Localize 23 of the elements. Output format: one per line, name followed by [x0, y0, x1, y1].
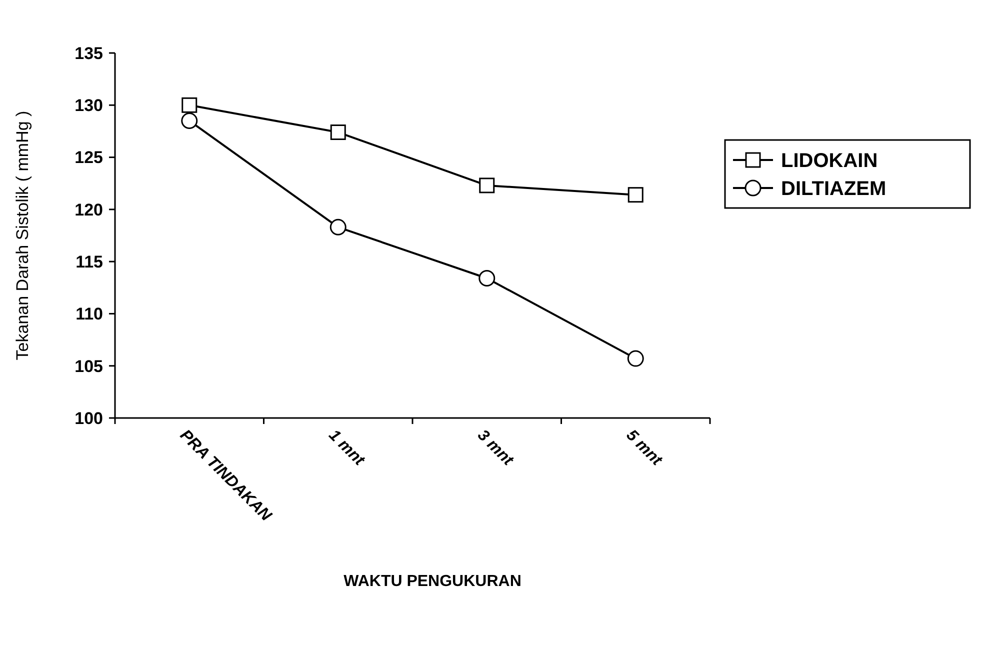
y-tick-label: 135 [74, 44, 103, 63]
x-axis-title: WAKTU PENGUKURAN [344, 573, 522, 590]
legend-label: LIDOKAIN [781, 150, 878, 172]
y-tick-label: 120 [74, 200, 103, 220]
point [627, 350, 644, 367]
y-axis-title: Tekanan Darah Sistolik ( mmHg ) [13, 110, 32, 360]
point [182, 97, 198, 113]
x-tick-label: 3 mnt [474, 426, 517, 470]
y-tick-label: 100 [74, 408, 103, 428]
y-tick-label: 125 [74, 148, 103, 168]
x-tick-label: 1 mnt [325, 426, 368, 470]
y-tick-label: 105 [74, 356, 103, 376]
y-tick-label: 130 [74, 96, 103, 116]
point [330, 218, 346, 236]
legend-label: DILTIAZEM [781, 178, 886, 200]
point [628, 187, 644, 203]
y-tick-label: 115 [76, 252, 103, 272]
point [478, 270, 496, 287]
y-tick-label: 110 [76, 304, 103, 324]
point [330, 124, 346, 140]
x-tick-label: 5 mnt [622, 426, 666, 470]
point [181, 112, 198, 130]
point [479, 178, 495, 194]
